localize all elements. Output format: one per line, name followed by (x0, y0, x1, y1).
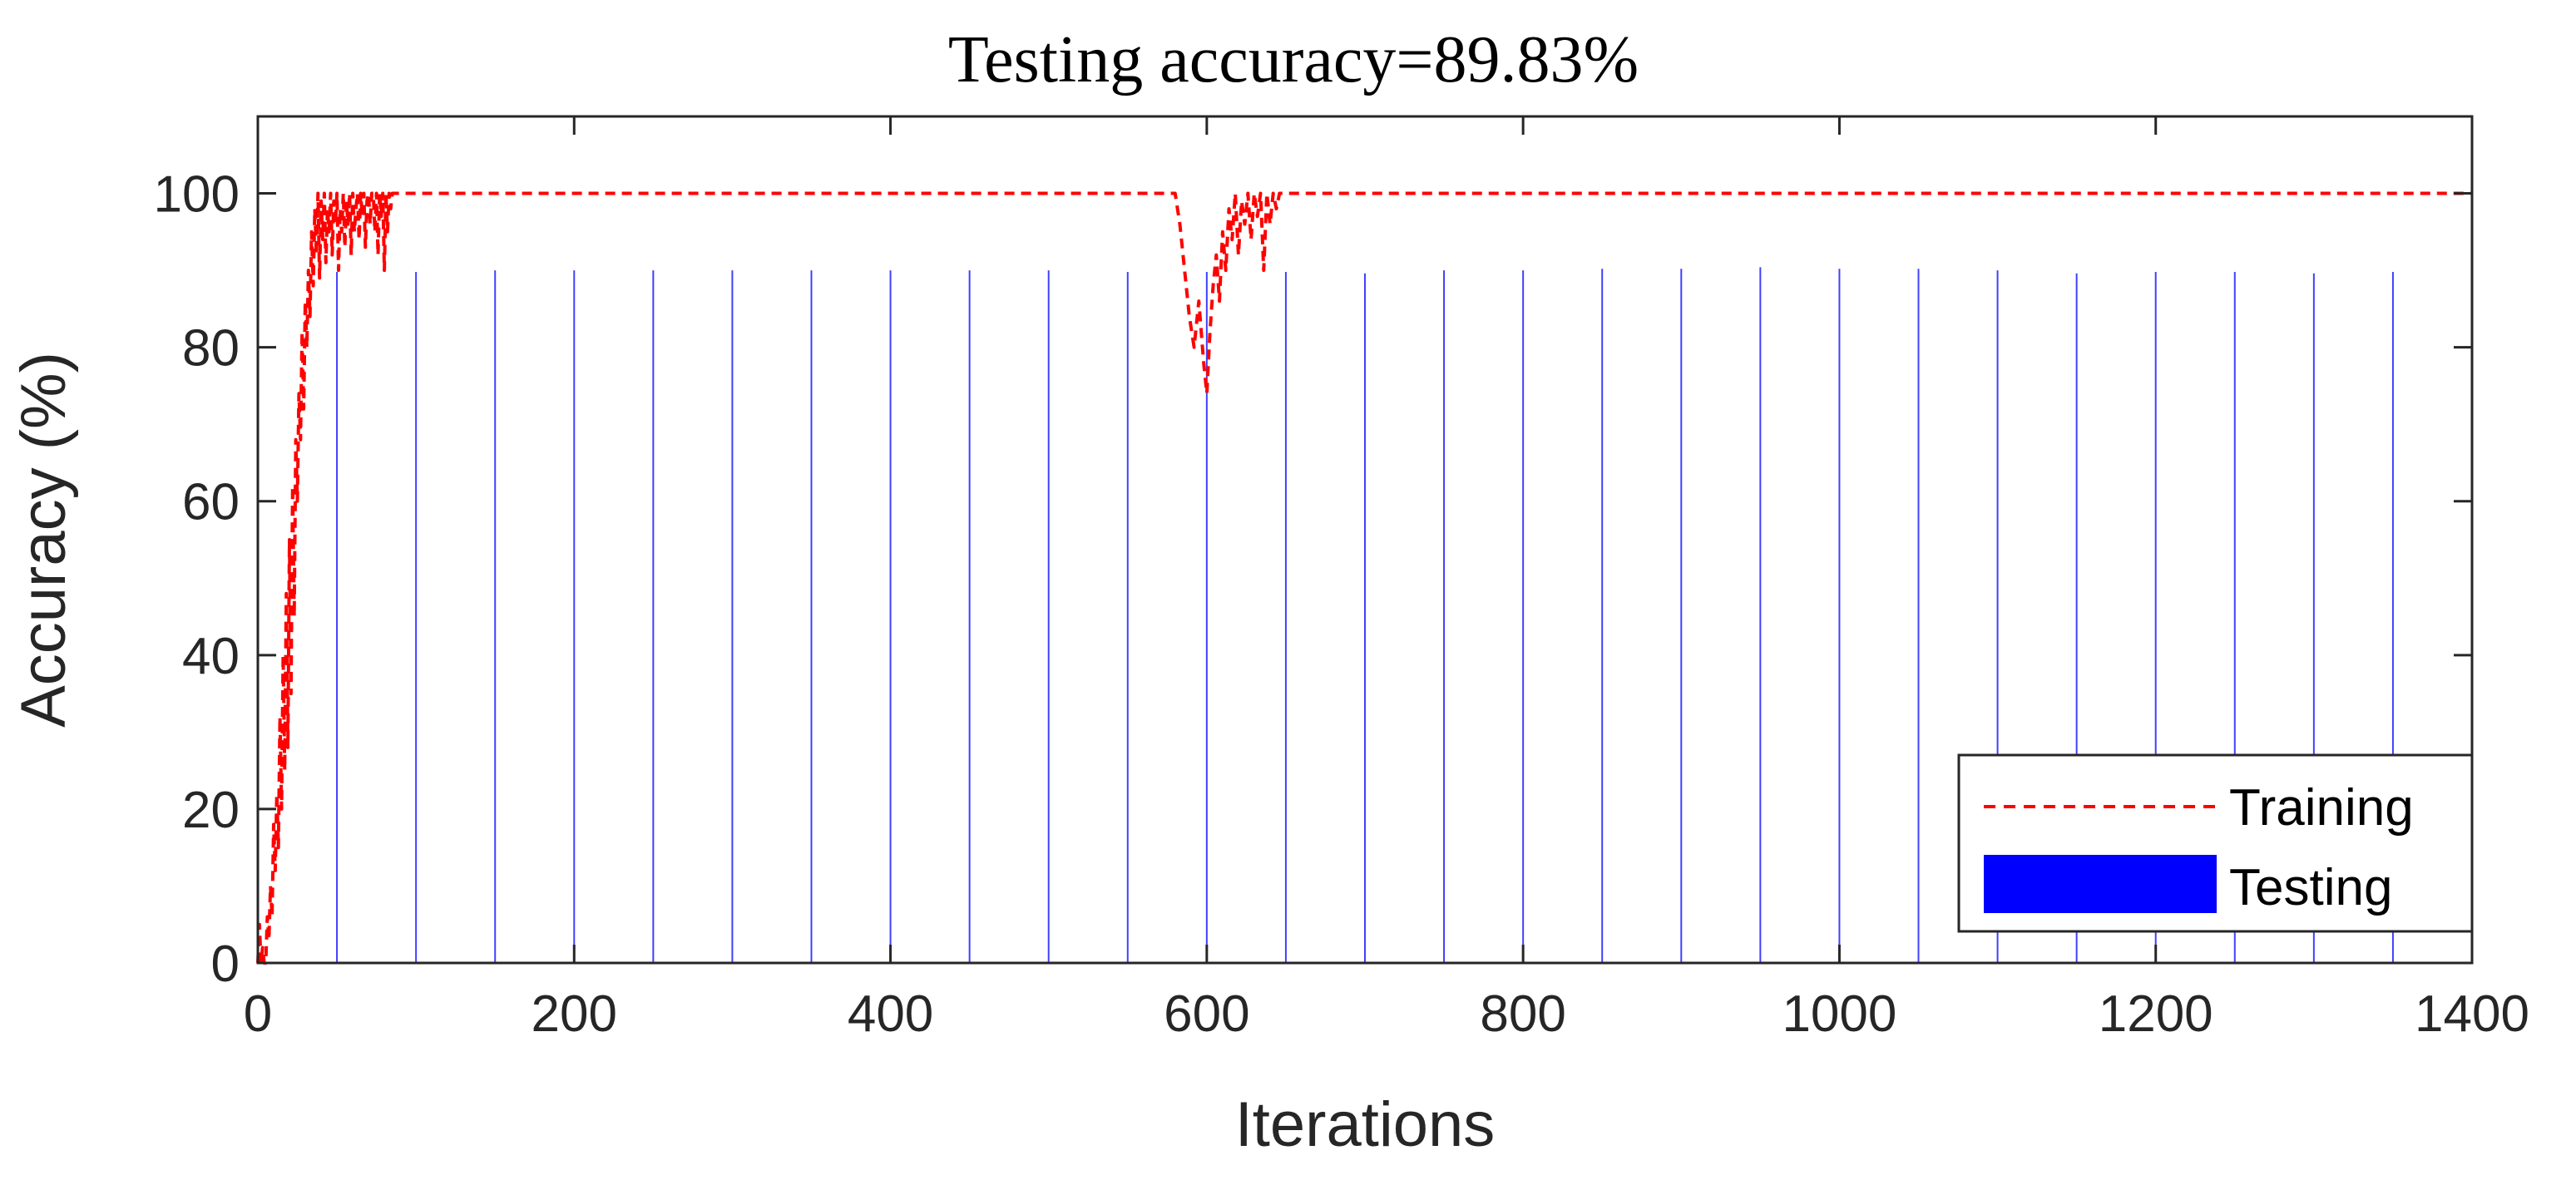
x-tick-label: 800 (1480, 985, 1565, 1043)
y-tick-label: 60 (182, 474, 240, 531)
y-axis: 0 20 40 60 80 100 (154, 166, 2472, 993)
x-tick-label: 200 (532, 985, 617, 1043)
x-axis-label: Iterations (1235, 1089, 1496, 1160)
legend-training-label: Training (2229, 779, 2414, 837)
legend-testing-label: Testing (2229, 859, 2392, 916)
x-axis: 0 200 400 600 800 1000 1200 1400 (244, 116, 2529, 1043)
y-tick-label: 0 (211, 936, 240, 993)
y-axis-label: Accuracy (%) (8, 352, 79, 728)
x-tick-label: 1400 (2415, 985, 2529, 1043)
legend-testing-swatch (1984, 855, 2217, 913)
y-tick-label: 40 (182, 628, 240, 685)
y-tick-label: 20 (182, 782, 240, 839)
x-tick-label: 600 (1164, 985, 1249, 1043)
legend: Training Testing (1957, 753, 2474, 933)
plot-area-frame (256, 115, 2474, 965)
chart-title: Testing accuracy=89.83% (948, 23, 1639, 96)
x-tick-label: 400 (848, 985, 933, 1043)
y-tick-label: 100 (154, 166, 240, 224)
x-tick-label: 0 (244, 985, 272, 1043)
y-tick-label: 80 (182, 320, 240, 378)
testing-series (336, 267, 2473, 963)
training-line (256, 191, 2472, 965)
training-series (256, 191, 2472, 965)
x-tick-label: 1200 (2099, 985, 2213, 1043)
x-tick-label: 1000 (1782, 985, 1896, 1043)
